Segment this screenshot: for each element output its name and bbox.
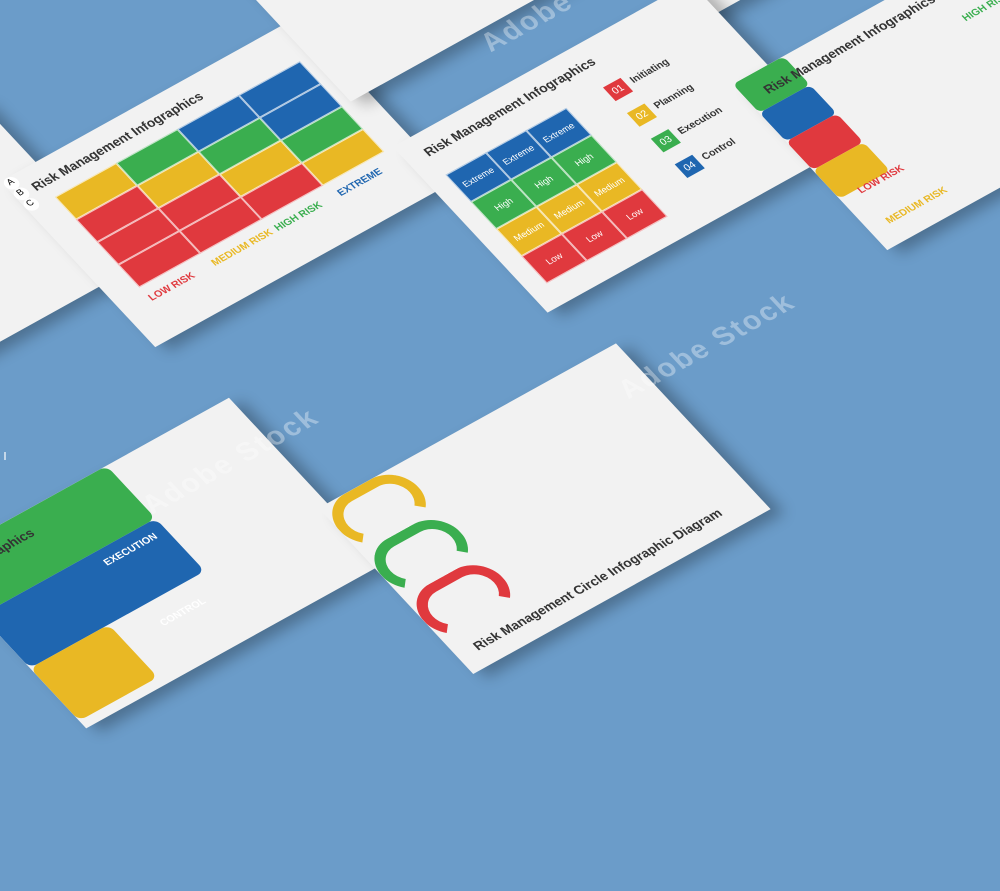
page: ExecutionControlRisk Management Infograp… xyxy=(0,0,1000,729)
slide: InfographicsEXECUTIONCONTROL xyxy=(0,397,384,729)
step-number: 03 xyxy=(650,129,681,153)
risk-label: MEDIUM RISK xyxy=(883,185,951,227)
stock-id xyxy=(4,452,6,460)
slide: Risk Management Infographics Extreme Extre… xyxy=(392,0,845,313)
step-label: Planning xyxy=(651,82,697,112)
scene: ExecutionControlRisk Management Infograp… xyxy=(0,0,1000,729)
slide: Risk Management Circle Infographic Diagr… xyxy=(318,343,771,674)
slide-title: Risk Management Infographics xyxy=(759,0,939,97)
step-number: 02 xyxy=(626,103,658,127)
step-label: Control xyxy=(699,136,739,163)
watermark: Adobe Stock xyxy=(610,286,802,404)
slide-title: Risk Management Circle Infographic Diagr… xyxy=(469,505,726,653)
risk-label: HIGH RISK xyxy=(960,0,1000,24)
block-label: CONTROL xyxy=(157,596,209,629)
step-label: Initiating xyxy=(627,56,673,86)
step-label: Execution xyxy=(675,105,726,137)
step-number: 04 xyxy=(674,154,705,178)
step-number: 01 xyxy=(602,77,634,102)
